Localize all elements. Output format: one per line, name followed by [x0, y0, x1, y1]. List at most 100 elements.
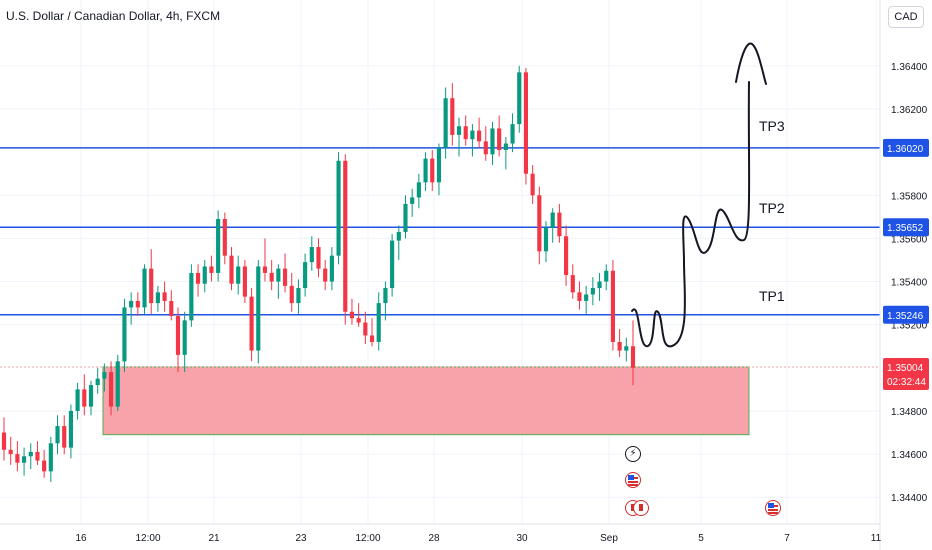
candle-body	[276, 268, 281, 282]
candle-body	[102, 372, 107, 379]
candle-body	[75, 389, 80, 411]
candle-body	[470, 130, 475, 140]
candle-body	[490, 128, 495, 155]
candle-body	[28, 451, 33, 457]
price-tick-label: 1.35800	[891, 191, 928, 202]
candle-body	[95, 378, 100, 386]
level-price-label: 1.36020	[887, 144, 924, 155]
candle-body	[222, 219, 227, 256]
time-tick-label: 21	[208, 533, 220, 544]
currency-button[interactable]: CAD	[888, 6, 924, 28]
candle-body	[8, 449, 13, 455]
candle-body	[456, 126, 462, 135]
level-price-badge	[883, 218, 929, 237]
candle-body	[195, 272, 201, 284]
candle-body	[463, 126, 468, 140]
price-tick-label: 1.35200	[891, 321, 928, 332]
time-tick-label: 30	[516, 533, 528, 544]
candle-body	[477, 130, 482, 142]
candle-body	[142, 268, 147, 308]
candle-body	[323, 268, 328, 282]
candle-body	[162, 292, 167, 301]
candle-body	[129, 300, 134, 308]
candle-body	[450, 98, 455, 135]
candle-body	[483, 141, 488, 155]
candle-body	[22, 456, 27, 463]
candle-body	[537, 195, 542, 252]
candle-body	[630, 346, 636, 368]
candle-body	[543, 227, 549, 252]
candle-body	[564, 236, 569, 276]
time-tick-label: 11	[871, 533, 882, 544]
candle-body	[590, 288, 595, 295]
candle-body	[88, 385, 94, 407]
candle-body	[229, 255, 234, 284]
candle-body	[216, 219, 221, 273]
candle-body	[303, 262, 308, 289]
time-tick-label: 5	[698, 533, 704, 544]
candle-body	[296, 288, 301, 304]
candle-body	[108, 372, 114, 407]
candle-body	[35, 451, 40, 461]
level-label-tp2: TP2	[759, 200, 785, 216]
candle-body	[262, 266, 268, 273]
candle-body	[610, 270, 615, 342]
candle-body	[503, 143, 508, 150]
candle-body	[122, 307, 127, 362]
lightning-event-icon[interactable]: ⚡	[625, 446, 641, 462]
us-event-icon[interactable]	[625, 472, 641, 488]
candle-body	[349, 311, 355, 319]
time-tick-label: 23	[295, 533, 307, 544]
time-tick-label: 16	[75, 533, 87, 544]
price-tick-label: 1.36400	[891, 62, 928, 73]
candle-body	[236, 266, 241, 284]
candle-body	[523, 72, 529, 174]
candle-body	[316, 247, 321, 269]
candle-body	[189, 272, 194, 321]
candle-body	[343, 160, 348, 312]
time-tick-label: 12:00	[135, 533, 160, 544]
level-price-label: 1.35652	[887, 223, 924, 234]
candle-body	[155, 292, 160, 304]
candle-body	[15, 454, 20, 463]
candle-body	[1, 432, 7, 450]
candle-body	[383, 288, 388, 304]
candle-body	[82, 389, 87, 407]
time-tick-label: 28	[428, 533, 440, 544]
candle-body	[403, 203, 408, 232]
level-price-badge	[883, 305, 929, 324]
price-tick-label: 1.35400	[891, 278, 928, 289]
candle-body	[42, 460, 47, 472]
candle-body	[423, 158, 428, 183]
candle-body	[289, 285, 294, 304]
candle-body	[209, 266, 214, 273]
level-label-tp3: TP3	[759, 118, 785, 134]
us-event-icon-2[interactable]	[765, 500, 781, 516]
price-tick-label: 1.34600	[891, 450, 928, 461]
candle-body	[510, 124, 515, 144]
candle-body	[169, 300, 174, 317]
candle-body	[584, 294, 589, 301]
candle-body	[256, 266, 261, 351]
price-tick-label: 1.34400	[891, 493, 928, 504]
demand-zone[interactable]	[102, 366, 750, 436]
candle-body	[269, 272, 274, 282]
chart-title: U.S. Dollar / Canadian Dollar, 4h, FXCM	[6, 9, 221, 23]
price-tick-label: 1.35600	[891, 234, 928, 245]
candle-body	[62, 426, 67, 448]
candle-body	[436, 147, 442, 183]
current-price-badge	[883, 357, 929, 390]
candle-body	[376, 303, 381, 342]
price-tick-label: 1.34800	[891, 407, 928, 418]
time-tick-label: Sep	[600, 533, 618, 544]
candle-body	[363, 322, 368, 336]
candle-body	[497, 128, 502, 150]
ca-event-icon-2[interactable]	[633, 500, 649, 516]
candle-body	[390, 240, 395, 289]
candle-body	[624, 346, 629, 351]
candle-body	[242, 266, 247, 297]
projection-path[interactable]	[631, 81, 751, 348]
candle-body	[115, 361, 120, 407]
